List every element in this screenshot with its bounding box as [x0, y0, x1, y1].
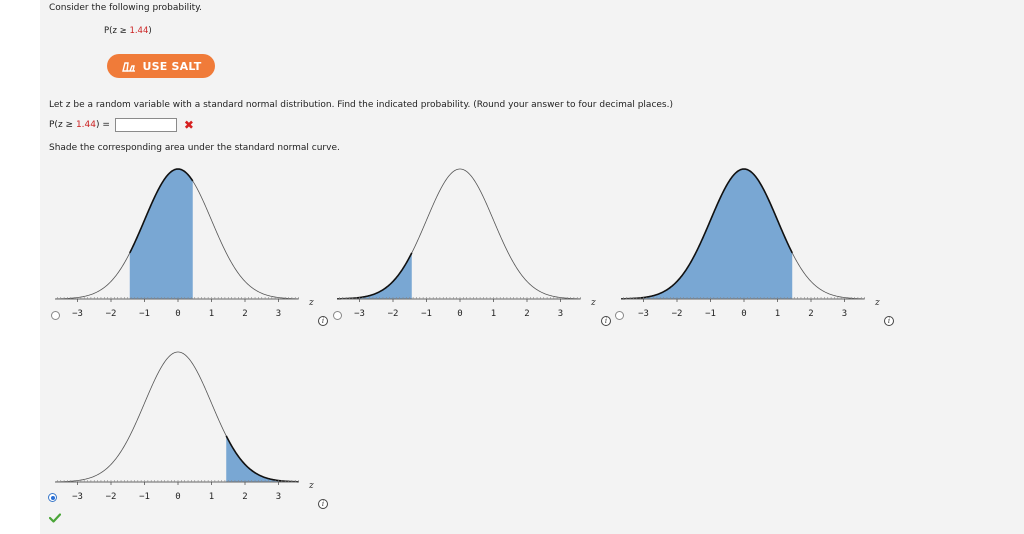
- normal-curve-graph-c[interactable]: −3 −2 −1 0 1 2 3 z: [621, 162, 886, 322]
- use-salt-label: USE SALT: [142, 59, 202, 73]
- tick-label: 3: [842, 309, 847, 319]
- tick-label: 0: [741, 309, 746, 319]
- tick-label: −3: [354, 309, 365, 319]
- tick-label: −2: [388, 309, 399, 319]
- info-icon[interactable]: i: [318, 316, 328, 326]
- answer-suffix: ) =: [95, 120, 110, 130]
- tick-label: −3: [638, 309, 649, 319]
- answer-value: 1.44: [75, 120, 96, 130]
- option-b-radio[interactable]: [333, 311, 342, 320]
- normal-curve-graph-d[interactable]: −3 −2 −1 0 1 2 3 z: [55, 345, 320, 505]
- tick-label: 2: [242, 309, 247, 319]
- option-d-radio[interactable]: [48, 493, 57, 502]
- problem-expr-suffix: ): [148, 26, 152, 36]
- tick-label: 1: [491, 309, 496, 319]
- tick-label: 0: [175, 309, 180, 319]
- problem-expr-prefix: P(z ≥: [104, 26, 130, 36]
- question-instruction: Let z be a random variable with a standa…: [49, 100, 673, 110]
- option-c-radio[interactable]: [615, 311, 624, 320]
- axis-label: z: [590, 298, 596, 308]
- normal-curve: [55, 351, 299, 483]
- axis-label: z: [308, 481, 314, 491]
- tick-label: 3: [276, 492, 281, 502]
- tick-label: 0: [457, 309, 462, 319]
- info-icon[interactable]: i: [601, 316, 611, 326]
- normal-curve-graph-a[interactable]: −3 −2 −1 0 1 2 3 z: [55, 162, 320, 322]
- answer-row: P(z ≥ 1.44) = ✖: [49, 118, 194, 132]
- tick-label: −1: [139, 492, 150, 502]
- axis-label: z: [308, 298, 314, 308]
- salt-shaker-icon: [121, 61, 135, 72]
- problem-expr-value: 1.44: [129, 26, 149, 36]
- normal-curve-graph-b[interactable]: −3 −2 −1 0 1 2 3 z: [337, 162, 602, 322]
- tick-label: −1: [139, 309, 150, 319]
- answer-input[interactable]: [114, 118, 177, 132]
- x-mark-icon: ✖: [183, 118, 194, 132]
- option-a-radio[interactable]: [51, 311, 60, 320]
- shaded-curve-edge: [225, 435, 299, 483]
- tick-label: 1: [775, 309, 780, 319]
- tick-label: −2: [106, 309, 117, 319]
- tick-label: 2: [808, 309, 813, 319]
- axis-label: z: [874, 298, 880, 308]
- tick-label: 2: [524, 309, 529, 319]
- shaded-area: [337, 252, 412, 299]
- tick-label: 2: [242, 492, 247, 502]
- tick-label: −1: [421, 309, 432, 319]
- use-salt-button[interactable]: USE SALT: [107, 54, 215, 78]
- shaded-curve-edge: [621, 168, 793, 300]
- tick-label: −2: [672, 309, 683, 319]
- shaded-area: [129, 169, 193, 299]
- problem-intro: Consider the following probability.: [49, 3, 203, 13]
- tick-label: 3: [276, 309, 281, 319]
- shade-instruction: Shade the corresponding area under the s…: [49, 143, 340, 153]
- question-panel: [40, 0, 1024, 534]
- tick-label: −3: [72, 492, 83, 502]
- tick-label: 3: [558, 309, 563, 319]
- answer-label: P(z ≥ 1.44) =: [49, 120, 110, 130]
- shaded-area: [621, 169, 793, 299]
- answer-prefix: P(z ≥: [49, 120, 76, 130]
- tick-label: 1: [209, 309, 214, 319]
- check-mark-icon: [49, 513, 61, 523]
- tick-label: 0: [175, 492, 180, 502]
- tick-label: −3: [72, 309, 83, 319]
- tick-label: −1: [705, 309, 716, 319]
- shaded-curve-edge: [129, 168, 194, 254]
- problem-expression: P(z ≥ 1.44): [104, 26, 152, 36]
- normal-curve: [337, 168, 581, 300]
- tick-label: 1: [209, 492, 214, 502]
- tick-label: −2: [106, 492, 117, 502]
- info-icon[interactable]: i: [884, 316, 894, 326]
- info-icon[interactable]: i: [318, 499, 328, 509]
- shaded-area: [226, 435, 299, 482]
